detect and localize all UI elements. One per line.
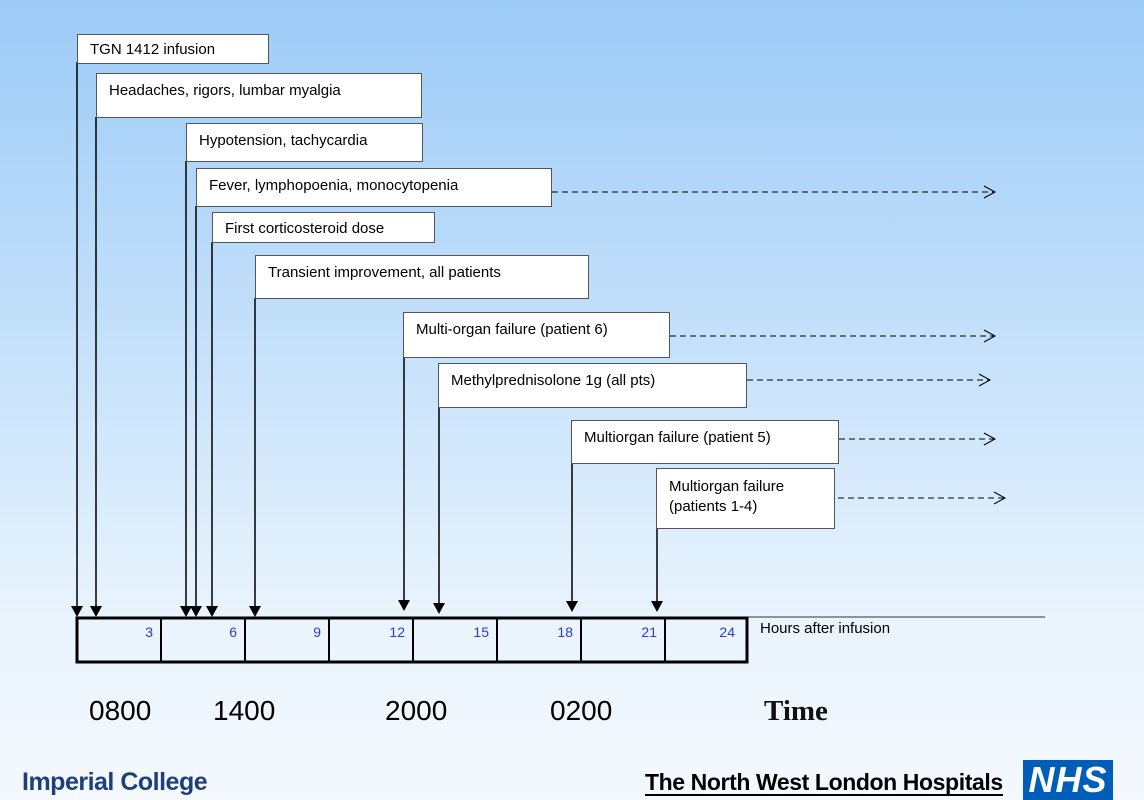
hour-tick-label: 12 (389, 624, 405, 640)
hour-tick-label: 9 (313, 624, 321, 640)
hour-tick-label: 6 (229, 624, 237, 640)
event-box: Hypotension, tachycardia (186, 123, 423, 162)
imperial-college-logo: Imperial College (22, 768, 208, 796)
event-box: Transient improvement, all patients (255, 255, 589, 299)
clock-time: 0800 (89, 695, 152, 726)
axis-caption: Hours after infusion (760, 620, 891, 637)
event-box: TGN 1412 infusion (77, 34, 269, 64)
event-box: Multiorgan failure (patient 5) (571, 420, 839, 464)
hour-tick-label: 21 (641, 624, 657, 640)
clock-time: 1400 (213, 695, 276, 726)
time-label: Time (764, 695, 828, 727)
clock-time: 0200 (550, 695, 613, 726)
nhs-logo: NHS (1023, 760, 1113, 800)
event-box: Multiorgan failure (patients 1-4) (656, 468, 835, 529)
event-box: Multi-organ failure (patient 6) (403, 312, 670, 358)
event-box: Fever, lymphopoenia, monocytopenia (196, 168, 552, 207)
hour-tick-label: 18 (557, 624, 573, 640)
nwlh-logo-text: The North West London Hospitals (645, 769, 1003, 796)
hour-tick-label: 3 (145, 624, 153, 640)
event-box: Methylprednisolone 1g (all pts) (438, 363, 747, 408)
hour-tick-label: 24 (719, 624, 735, 640)
event-box: First corticosteroid dose (212, 212, 435, 243)
clock-time: 2000 (385, 695, 448, 726)
hour-tick-label: 15 (473, 624, 489, 640)
continuation-arrows (552, 185, 1007, 505)
event-box: Headaches, rigors, lumbar myalgia (96, 73, 422, 118)
event-arrows (71, 62, 663, 617)
scale-dividers (160, 618, 666, 662)
